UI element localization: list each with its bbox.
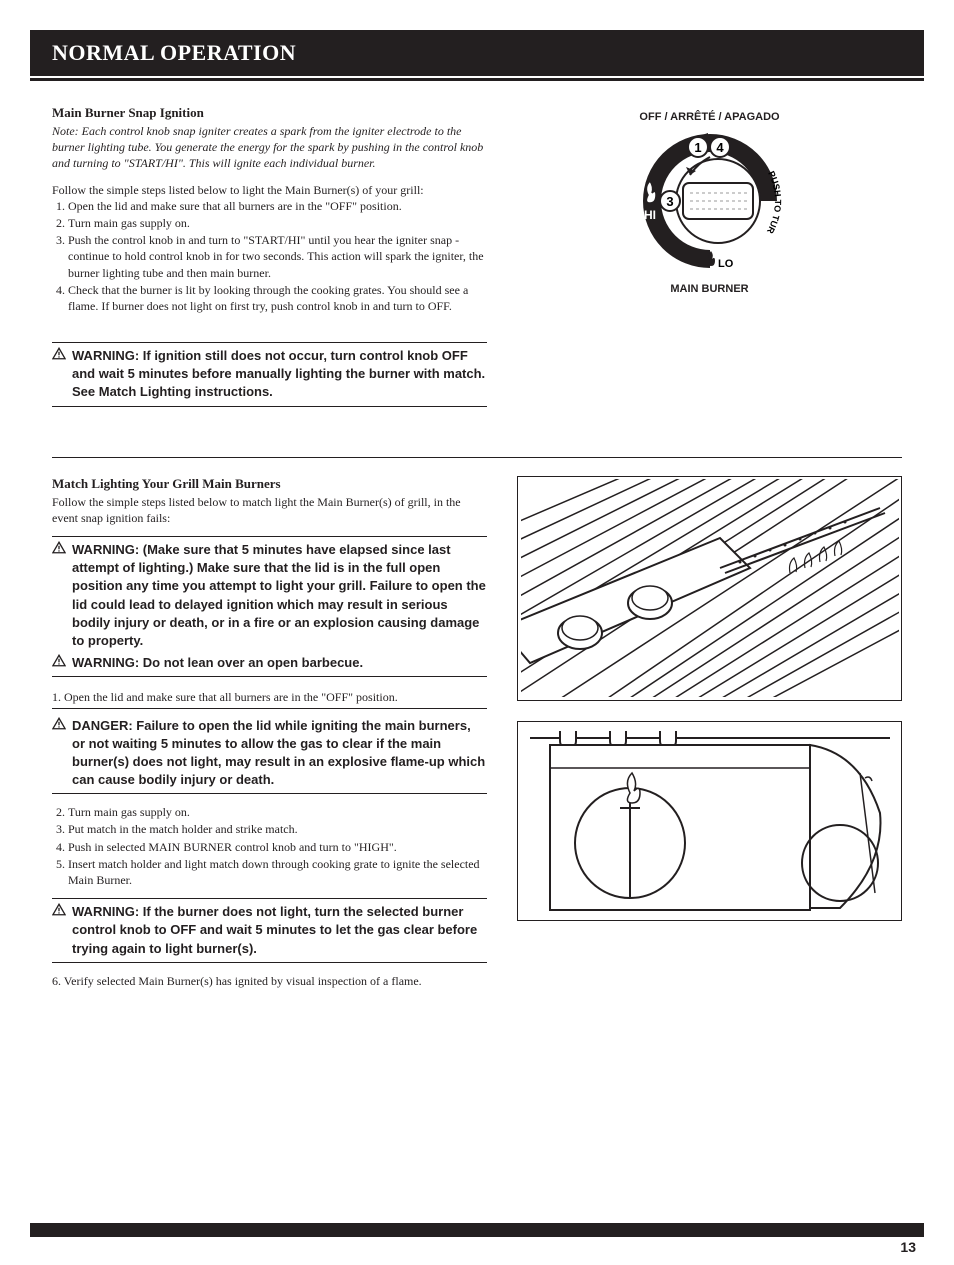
knob-num-3: 3 bbox=[666, 194, 673, 209]
warning-text: WARNING: (Make sure that 5 minutes have … bbox=[72, 541, 487, 650]
step: Insert match holder and light match down… bbox=[68, 856, 487, 888]
step: Check that the burner is lit by looking … bbox=[68, 282, 487, 314]
warning-icon bbox=[52, 541, 66, 650]
intro-match: Follow the simple steps listed below to … bbox=[52, 494, 487, 526]
warning-5min: WARNING: (Make sure that 5 minutes have … bbox=[52, 536, 487, 652]
step: Open the lid and make sure that all burn… bbox=[68, 198, 487, 214]
danger-text: DANGER: Failure to open the lid while ig… bbox=[72, 717, 487, 790]
step: Turn main gas supply on. bbox=[68, 215, 487, 231]
step-6-verify: 6. Verify selected Main Burner(s) has ig… bbox=[52, 973, 487, 989]
steps-match-b: Turn main gas supply on. Put match in th… bbox=[52, 804, 487, 888]
knob-off-label: OFF / ARRÊTÉ / APAGADO bbox=[610, 111, 810, 123]
knob-main-burner-label: MAIN BURNER bbox=[610, 283, 810, 295]
section-title: NORMAL OPERATION bbox=[52, 40, 296, 66]
subhead-match: Match Lighting Your Grill Main Burners bbox=[52, 476, 487, 492]
subhead-snap: Main Burner Snap Ignition bbox=[52, 105, 487, 121]
warning-lean: WARNING: Do not lean over an open barbec… bbox=[52, 652, 487, 677]
knob-diagram: OFF / ARRÊTÉ / APAGADO bbox=[517, 105, 902, 300]
note-snap: Note: Each control knob snap igniter cre… bbox=[52, 123, 487, 172]
step: Put match in the match holder and strike… bbox=[68, 821, 487, 837]
section-header: NORMAL OPERATION bbox=[30, 30, 924, 78]
knob-svg: HI 1 4 3 bbox=[610, 123, 810, 278]
section-snap-ignition: Main Burner Snap Ignition Note: Each con… bbox=[52, 105, 902, 417]
step-1-open-lid: 1. Open the lid and make sure that all b… bbox=[52, 687, 487, 708]
step: Push the control knob in and turn to "ST… bbox=[68, 232, 487, 281]
warning-icon bbox=[52, 903, 66, 958]
intro-snap: Follow the simple steps listed below to … bbox=[52, 182, 487, 198]
danger-flameup: DANGER: Failure to open the lid while ig… bbox=[52, 713, 487, 795]
warning-text: WARNING: Do not lean over an open barbec… bbox=[72, 654, 487, 672]
hi-label: HI bbox=[644, 208, 656, 222]
warning-ignition: WARNING: If ignition still does not occu… bbox=[52, 342, 487, 407]
page-number: 13 bbox=[900, 1239, 916, 1255]
knob-num-4: 4 bbox=[716, 140, 724, 155]
steps-snap: Open the lid and make sure that all burn… bbox=[52, 198, 487, 314]
warning-icon bbox=[52, 654, 66, 672]
warning-not-light: WARNING: If the burner does not light, t… bbox=[52, 898, 487, 963]
section-match-lighting: Match Lighting Your Grill Main Burners F… bbox=[52, 476, 902, 989]
step: Push in selected MAIN BURNER control kno… bbox=[68, 839, 487, 855]
grill-illustration-bottom bbox=[517, 721, 902, 921]
grill-illustration-top bbox=[517, 476, 902, 701]
warning-icon bbox=[52, 717, 66, 790]
lo-label: LO bbox=[718, 258, 734, 270]
section-divider bbox=[52, 457, 902, 458]
step: Turn main gas supply on. bbox=[68, 804, 487, 820]
warning-text: WARNING: If the burner does not light, t… bbox=[72, 903, 487, 958]
knob-num-1: 1 bbox=[694, 140, 701, 155]
page-content: Main Burner Snap Ignition Note: Each con… bbox=[0, 81, 954, 989]
warning-icon bbox=[52, 347, 66, 402]
warning-text: WARNING: If ignition still does not occu… bbox=[72, 347, 487, 402]
